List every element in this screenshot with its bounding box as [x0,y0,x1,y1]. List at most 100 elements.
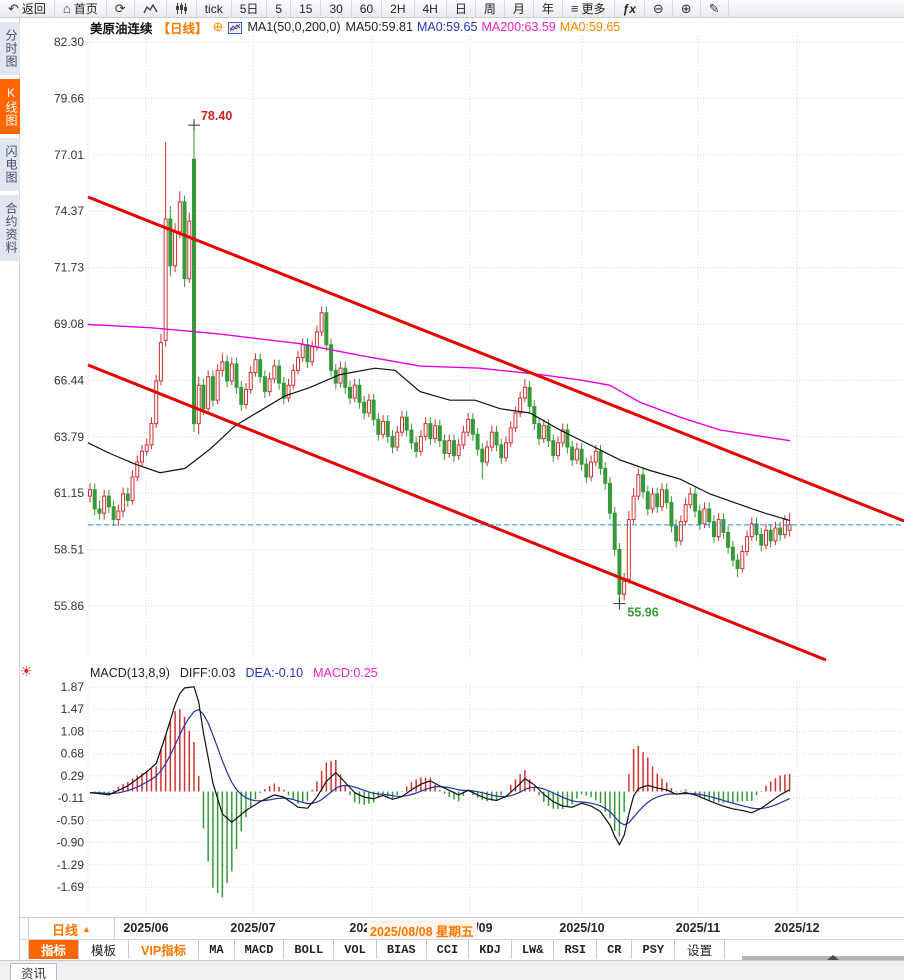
back-icon: ↶ [8,1,19,16]
dea-line [89,708,790,826]
toolbar-period-2h-button[interactable]: 2H [382,0,415,17]
indicator-tab-bias[interactable]: BIAS [376,940,427,959]
toolbar-period-week-button[interactable]: 周 [476,0,505,17]
sidebar-tab-time-share[interactable]: 分时图 [0,22,20,75]
candle-body [494,431,499,446]
candle-body [442,440,447,454]
toolbar-tick-button[interactable]: tick [197,0,232,17]
toolbar-period-30-button[interactable]: 30 [321,0,352,17]
indicator-tab-templates[interactable]: 模板 [79,940,130,959]
macd-value-label: DEA:-0.10 [245,666,304,680]
candle-body [461,431,466,446]
toolbar-draw-button[interactable]: ✎ [701,0,729,17]
x-axis-label: 2025/06 [123,921,169,935]
candle-body [390,435,395,448]
candle-body [669,502,674,527]
indicator-tab-vip-indicators[interactable]: VIP指标 [129,940,200,959]
macd-axis-label: 1.47 [61,702,85,716]
candle-body [683,504,688,523]
candle-body [664,489,669,504]
toolbar-refresh-button[interactable]: ⟳ [107,0,135,17]
candle-body [617,548,622,595]
toolbar-more-button[interactable]: ≡ 更多 [563,0,615,17]
indicator-tab-lw[interactable]: LW& [511,940,555,959]
price-axis-label: 82.30 [54,35,84,49]
toolbar-home-button[interactable]: ⌂ 首页 [55,0,107,17]
price-axis-label: 66.44 [54,373,84,387]
macd-axis-label: 0.29 [61,769,85,783]
add-compare-icon[interactable]: ⊕ [212,19,224,34]
indicator-tab-indicators[interactable]: 指标 [28,940,80,959]
toolbar-period-5-button[interactable]: 5 [267,0,292,17]
sidebar-tab-flash[interactable]: 闪电图 [0,138,20,191]
toolbar-period-5d-button[interactable]: 5日 [232,0,268,17]
macd-axis-label: -1.69 [57,880,85,894]
news-tab[interactable]: 资讯 [10,963,58,980]
indicator-tab-bar: 指标 模板 VIP指标 MA MACD BOLL VOL BIAS CCI KDJ LW& RSI CR… [0,939,904,959]
toolbar-period-year-button[interactable]: 年 [534,0,563,17]
candle-body [730,546,735,561]
indicator-tab-psy[interactable]: PSY [632,940,676,959]
price-axis-label: 71.73 [54,261,84,275]
indicator-tab-cr[interactable]: CR [597,940,633,959]
candle-body [702,508,707,525]
candle-body [480,448,485,463]
toolbar-period-month-button[interactable]: 月 [505,0,534,17]
toolbar-candle-chart-button[interactable] [167,0,197,17]
indicator-sun-icon[interactable]: ☀ [20,663,33,679]
toolbar-period-4h-button[interactable]: 4H [415,0,447,17]
candle-body [168,218,173,267]
candle-body [759,533,764,546]
macd-axis-label: 0.68 [61,747,85,761]
period-selector-label: 日线 [52,922,79,938]
indicator-tab-kdj[interactable]: KDJ [469,940,512,959]
indicator-tab-boll[interactable]: BOLL [284,940,335,959]
price-axis-label: 79.66 [54,91,84,105]
x-axis-label: 2025/12 [774,921,820,935]
toolbar-period-day-button[interactable]: 日 [447,0,476,17]
indicator-tab-macd[interactable]: MACD [234,940,285,959]
candle-body [745,536,750,553]
macd-header: MACD(13,8,9) DIFF:0.03 DEA:-0.10 MACD:0.25 [90,666,388,681]
candle-body [329,344,334,371]
candle-body [158,342,163,382]
sidebar-tab-contract-info[interactable]: 合约资料 [0,195,20,261]
toolbar-period-60-button[interactable]: 60 [352,0,383,17]
candle-body [612,512,617,550]
candle-body [707,508,712,523]
candle-body [716,519,721,538]
candle-body [622,580,627,595]
candle-body [565,429,570,448]
candle-body [607,482,612,514]
toolbar-zoom-out-button[interactable]: ⊖ [645,0,673,17]
candle-body [281,382,286,399]
toolbar-zoom-in-button[interactable]: ⊕ [673,0,701,17]
candle-body [305,344,310,363]
candle-body [319,312,324,333]
macd-value-label: DIFF:0.03 [179,666,236,680]
x-axis-row: 日线 ▲ 2025/08/08 星期五 2025/062025/072025/0… [0,917,904,941]
candle-body [631,495,636,521]
candle-body [206,376,211,410]
candle-body [88,489,92,497]
status-bar: 资讯 [0,960,904,980]
toolbar-line-chart-button[interactable] [135,0,167,17]
indicator-tab-settings[interactable]: 设置 [675,940,726,959]
indicator-tab-cci[interactable]: CCI [426,940,470,959]
candle-body [593,450,598,463]
indicator-tab-ma[interactable]: MA [199,940,235,959]
candle-body [201,384,206,410]
candle-body [527,386,532,408]
toolbar-back-button[interactable]: ↶ 返回 [0,0,55,17]
candle-body [433,425,438,440]
candle-body [721,519,726,533]
toolbar-fx-button[interactable]: ƒx [615,0,645,17]
candle-body [357,384,362,403]
indicator-tab-vol[interactable]: VOL [334,940,377,959]
period-selector-button[interactable]: 日线 ▲ [28,918,115,940]
indicator-tab-rsi[interactable]: RSI [554,940,598,959]
candle-body [291,369,296,386]
sidebar-tab-kline[interactable]: K线图 [0,79,20,134]
toolbar-period-15-button[interactable]: 15 [291,0,322,17]
